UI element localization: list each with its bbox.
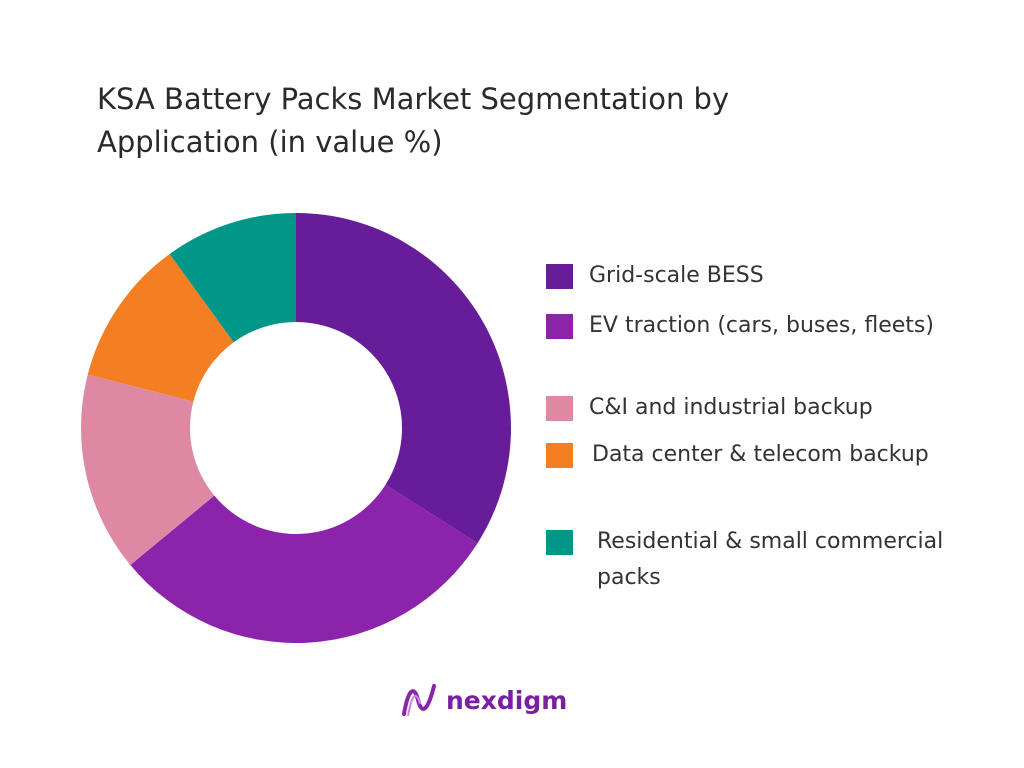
legend-label: EV traction (cars, buses, fleets) [589,313,934,338]
legend-label: Data center & telecom backup [592,442,929,467]
nexdigm-logo: nexdigm [400,680,567,720]
legend-label: Grid-scale BESS [589,263,764,288]
chart-title: KSA Battery Packs Market Segmentation by… [97,82,730,159]
legend-item: Grid-scale BESS [546,258,764,294]
legend-swatch [546,264,573,289]
slice-2 [81,374,215,566]
legend-label: Residential & small commercial packs [597,529,944,590]
legend-swatch [546,314,573,339]
legend-item: EV traction (cars, buses, fleets) [546,308,934,344]
legend-swatch [546,443,573,468]
slice-4 [169,213,296,343]
legend-swatch [546,396,573,421]
legend-item: C&I and industrial backup [546,390,873,426]
slice-0 [296,213,512,544]
logo-mark-icon [402,684,436,717]
logo-text: nexdigm [446,685,568,715]
legend-label: C&I and industrial backup [589,395,873,420]
slice-3 [87,254,234,402]
legend-swatch [546,530,573,555]
slice-1 [130,484,478,643]
legend-item: Data center & telecom backup [546,437,929,473]
legend-item: Residential & small commercial packs [546,524,957,596]
